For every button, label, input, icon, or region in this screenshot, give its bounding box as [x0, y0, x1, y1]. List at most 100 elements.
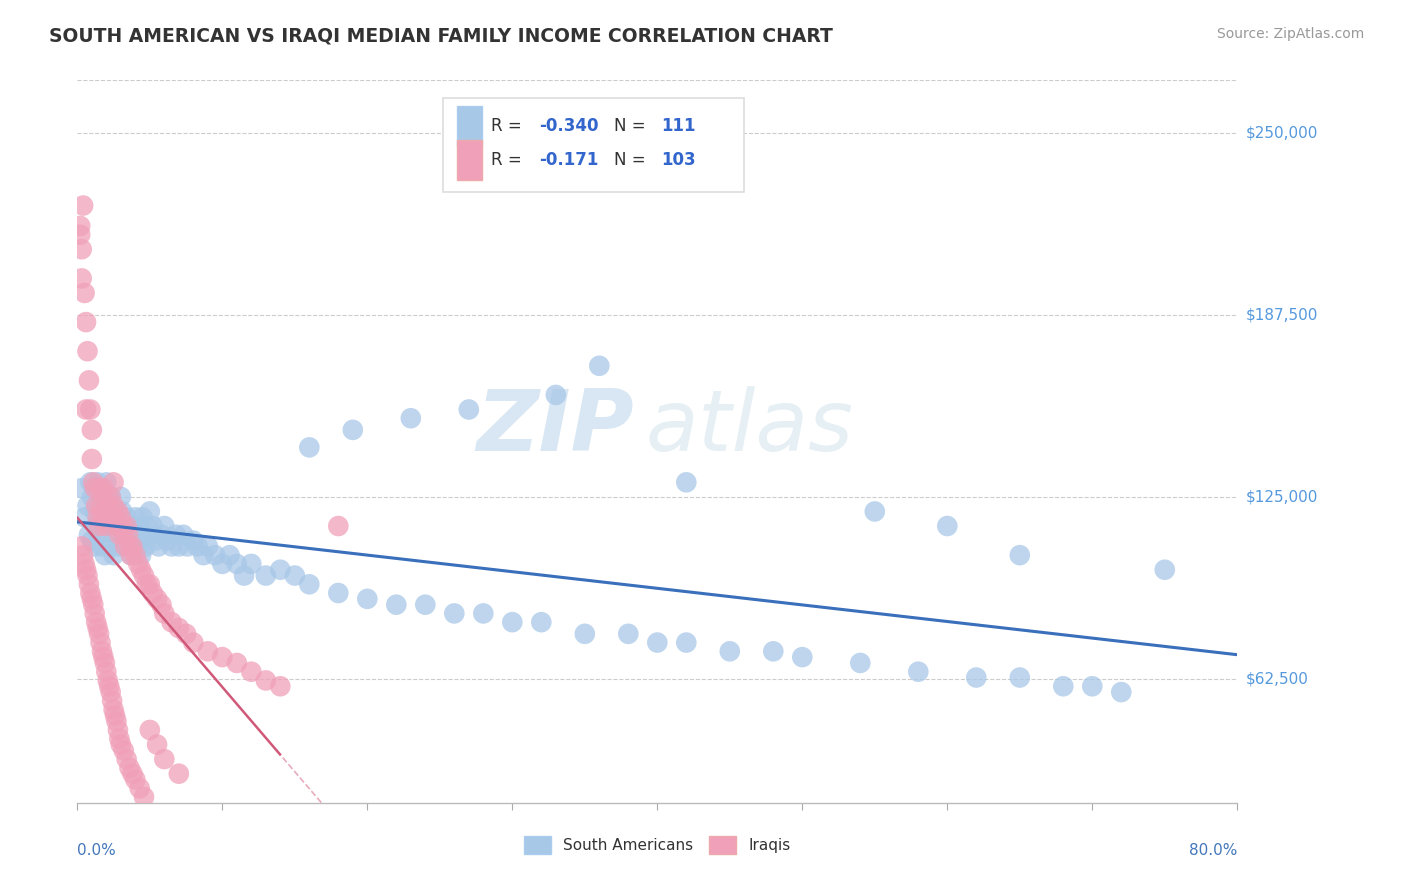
Point: [91, 644, 114, 658]
Point: [93, 519, 115, 533]
Text: ZIP: ZIP: [477, 385, 634, 468]
Point: [167, 621, 190, 635]
Point: [76, 568, 98, 582]
Point: [107, 540, 129, 554]
Point: [233, 568, 256, 582]
Point: [101, 510, 124, 524]
Point: [108, 510, 131, 524]
Point: [105, 519, 128, 533]
Point: [77, 577, 100, 591]
Point: [83, 481, 105, 495]
Point: [80, 490, 103, 504]
Point: [73, 557, 96, 571]
Point: [218, 548, 240, 562]
Point: [139, 528, 162, 542]
Point: [76, 499, 98, 513]
Point: [115, 519, 138, 533]
Point: [115, 752, 138, 766]
Point: [96, 490, 118, 504]
Point: [69, 227, 91, 242]
Text: R =: R =: [492, 117, 527, 135]
Point: [108, 731, 131, 746]
Point: [101, 694, 124, 708]
Text: Source: ZipAtlas.com: Source: ZipAtlas.com: [1216, 27, 1364, 41]
Point: [385, 598, 408, 612]
Point: [342, 423, 364, 437]
Point: [72, 548, 94, 562]
Text: 0.0%: 0.0%: [77, 843, 117, 857]
Point: [617, 627, 640, 641]
Point: [718, 644, 741, 658]
Point: [121, 766, 143, 780]
Point: [79, 402, 101, 417]
Text: N =: N =: [614, 117, 651, 135]
Point: [128, 528, 150, 542]
Point: [83, 504, 105, 518]
Point: [328, 519, 350, 533]
Point: [94, 548, 117, 562]
Point: [79, 475, 101, 490]
Point: [675, 475, 697, 490]
Point: [80, 533, 103, 548]
Point: [1052, 679, 1074, 693]
Point: [87, 490, 110, 504]
Point: [472, 607, 495, 621]
Point: [124, 772, 146, 787]
Point: [762, 644, 785, 658]
Point: [183, 635, 205, 649]
Text: SOUTH AMERICAN VS IRAQI MEDIAN FAMILY INCOME CORRELATION CHART: SOUTH AMERICAN VS IRAQI MEDIAN FAMILY IN…: [49, 27, 834, 45]
Point: [1008, 671, 1031, 685]
Point: [675, 635, 697, 649]
Point: [69, 219, 91, 233]
Point: [792, 650, 814, 665]
Point: [193, 548, 215, 562]
Point: [105, 519, 128, 533]
Text: -0.171: -0.171: [538, 151, 599, 169]
Point: [73, 285, 96, 300]
Point: [121, 528, 143, 542]
Point: [127, 540, 149, 554]
Point: [501, 615, 523, 630]
Point: [863, 504, 886, 518]
Point: [82, 598, 104, 612]
Point: [118, 761, 141, 775]
Point: [153, 752, 176, 766]
Point: [124, 548, 146, 562]
Point: [530, 615, 553, 630]
Bar: [457, 140, 482, 179]
Point: [110, 738, 132, 752]
Point: [110, 510, 132, 524]
Point: [225, 656, 247, 670]
Point: [146, 591, 169, 606]
Text: 111: 111: [661, 117, 696, 135]
Point: [97, 499, 120, 513]
Point: [84, 499, 107, 513]
Point: [86, 475, 108, 490]
Point: [1153, 563, 1175, 577]
Point: [103, 548, 125, 562]
Text: 80.0%: 80.0%: [1189, 843, 1237, 857]
Point: [172, 528, 194, 542]
Point: [75, 402, 97, 417]
Text: $250,000: $250,000: [1246, 125, 1319, 140]
Point: [94, 656, 117, 670]
Point: [117, 528, 139, 542]
Point: [647, 635, 669, 649]
Point: [101, 510, 124, 524]
Point: [129, 548, 152, 562]
Point: [105, 714, 128, 729]
Point: [150, 598, 173, 612]
Point: [80, 423, 103, 437]
Point: [100, 685, 122, 699]
Text: $125,000: $125,000: [1246, 490, 1319, 504]
Point: [98, 679, 121, 693]
Point: [124, 510, 146, 524]
Point: [122, 540, 145, 554]
Point: [107, 504, 129, 518]
Point: [197, 644, 219, 658]
Point: [103, 499, 125, 513]
Point: [90, 499, 111, 513]
Text: -0.340: -0.340: [538, 117, 599, 135]
Point: [136, 519, 159, 533]
Point: [103, 702, 125, 716]
